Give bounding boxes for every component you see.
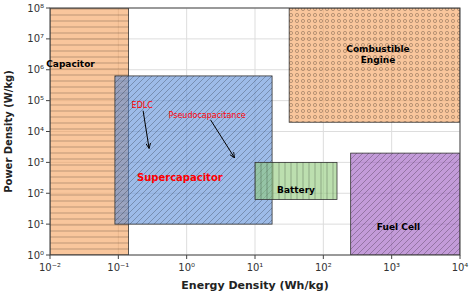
y-axis-label: Power Density (W/kg) bbox=[3, 70, 14, 193]
tick bbox=[460, 255, 461, 259]
region-hatch bbox=[351, 153, 460, 255]
regions bbox=[50, 8, 460, 255]
tick bbox=[46, 100, 50, 101]
tick-label: 10⁴ bbox=[452, 262, 469, 273]
region-hatch bbox=[255, 162, 337, 199]
region-label: Supercapacitor bbox=[137, 172, 223, 183]
axes: 10⁻² 10⁻¹ 10⁰ 10¹ 10² 10³ 10⁴ 10⁰ 10¹ 10² 10³ 10⁴ 10… bbox=[27, 3, 468, 274]
tick-label: 10⁵ bbox=[27, 95, 44, 106]
tick bbox=[50, 255, 51, 259]
region bbox=[115, 76, 272, 224]
grid bbox=[50, 8, 460, 255]
annotation-text: Pseudocapacitance bbox=[169, 111, 246, 120]
tick-label: 10⁸ bbox=[27, 3, 44, 14]
annotation-text: EDLC bbox=[132, 101, 154, 110]
tick-label: 10⁻¹ bbox=[107, 262, 129, 273]
tick-label: 10⁶ bbox=[27, 64, 44, 75]
tick-label: 10¹ bbox=[247, 262, 264, 273]
tick bbox=[186, 255, 187, 259]
tick-label: 10⁻² bbox=[39, 262, 61, 273]
tick bbox=[46, 162, 50, 163]
region-hatch bbox=[289, 8, 460, 122]
tick bbox=[46, 131, 50, 132]
tick bbox=[391, 255, 392, 259]
region-label: Capacitor bbox=[46, 59, 95, 69]
plot-frame bbox=[50, 8, 460, 255]
tick bbox=[46, 224, 50, 225]
tick bbox=[118, 255, 119, 259]
region-hatch bbox=[115, 76, 272, 224]
tick-label: 10² bbox=[315, 262, 332, 273]
region-label: CombustibleEngine bbox=[346, 44, 409, 64]
tick-label: 10³ bbox=[383, 262, 400, 273]
tick-label: 10⁰ bbox=[27, 250, 44, 261]
region-labels: Capacitor CombustibleEngine Supercapacitor… bbox=[46, 44, 420, 232]
tick bbox=[46, 38, 50, 39]
region bbox=[289, 8, 460, 122]
tick bbox=[46, 255, 50, 256]
region bbox=[351, 153, 460, 255]
tick bbox=[46, 8, 50, 9]
region-label: Battery bbox=[277, 185, 315, 195]
tick-label: 10⁰ bbox=[178, 262, 195, 273]
tick bbox=[46, 69, 50, 70]
tick-label: 10⁴ bbox=[27, 126, 44, 137]
tick-label: 10² bbox=[27, 188, 44, 199]
annotations: EDLC Pseudocapacitance bbox=[132, 101, 246, 157]
region bbox=[255, 162, 337, 199]
annotation-arrow bbox=[211, 120, 235, 158]
tick-label: 10⁷ bbox=[27, 33, 44, 44]
annotation-arrow bbox=[143, 111, 149, 149]
chart: 10⁻² 10⁻¹ 10⁰ 10¹ 10² 10³ 10⁴ 10⁰ 10¹ 10² 10³ 10⁴ 10… bbox=[0, 0, 474, 295]
tick bbox=[255, 255, 256, 259]
tick bbox=[323, 255, 324, 259]
tick-label: 10³ bbox=[27, 157, 44, 168]
x-axis-label: Energy Density (Wh/kg) bbox=[181, 279, 328, 292]
tick-label: 10¹ bbox=[27, 219, 44, 230]
region-label: Fuel Cell bbox=[377, 222, 420, 232]
tick bbox=[46, 193, 50, 194]
